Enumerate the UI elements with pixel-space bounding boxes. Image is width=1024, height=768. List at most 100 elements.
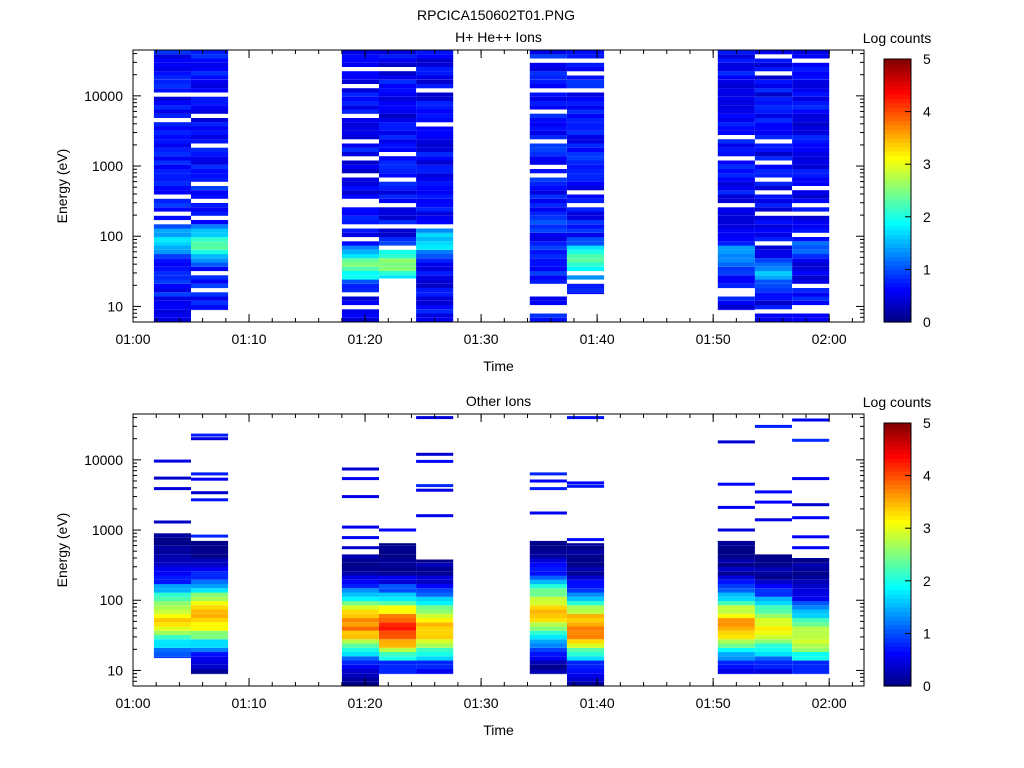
data-bin — [717, 126, 755, 131]
data-bin — [717, 266, 755, 272]
data-bin — [153, 152, 191, 157]
data-bin — [153, 164, 191, 169]
data-bin — [341, 626, 379, 631]
data-bin — [754, 130, 792, 135]
data-bin — [379, 241, 417, 246]
data-bin — [529, 300, 567, 306]
data-bin — [191, 601, 229, 606]
data-bin — [529, 50, 567, 55]
data-bin — [754, 194, 792, 199]
colorbar-cell — [884, 655, 911, 661]
data-bin — [379, 62, 417, 67]
data-bin — [792, 122, 830, 127]
data-bin — [153, 609, 191, 614]
data-bin — [341, 249, 379, 255]
data-bin — [341, 92, 379, 97]
data-bin — [191, 186, 229, 191]
data-bin — [567, 109, 605, 114]
colorbar-cell — [884, 572, 911, 578]
data-line — [191, 498, 229, 502]
data-bin — [792, 575, 830, 580]
data-bin — [416, 92, 454, 97]
colorbar-cell — [884, 63, 911, 69]
data-bin — [153, 75, 191, 80]
data-bin — [529, 279, 567, 284]
data-bin — [153, 71, 191, 76]
data-bin — [416, 130, 454, 135]
data-bin — [416, 592, 454, 597]
data-bin — [754, 67, 792, 72]
data-bin — [379, 622, 417, 627]
data-bin — [792, 105, 830, 110]
data-bin — [416, 300, 454, 306]
data-bin — [792, 266, 830, 272]
x-tick-label: 01:10 — [232, 695, 267, 711]
data-bin — [191, 562, 229, 568]
data-bin — [416, 67, 454, 72]
data-bin — [416, 169, 454, 174]
data-bin — [717, 101, 755, 106]
data-bin — [416, 588, 454, 593]
data-bin — [379, 58, 417, 63]
colorbar-frame — [883, 422, 912, 687]
data-bin — [379, 596, 417, 602]
spectrogram-column — [153, 50, 191, 323]
data-bin — [153, 622, 191, 627]
data-bin — [341, 673, 379, 678]
data-bin — [416, 109, 454, 114]
data-bin — [792, 215, 830, 221]
x-tick-label: 01:00 — [115, 695, 150, 711]
data-bin — [792, 96, 830, 101]
data-line — [341, 495, 379, 499]
data-bin — [153, 109, 191, 114]
colorbar-cell — [884, 545, 911, 551]
data-bin — [567, 635, 605, 640]
data-bin — [379, 169, 417, 174]
data-line — [416, 459, 454, 463]
data-bin — [717, 58, 755, 63]
data-bin — [341, 58, 379, 63]
data-bin — [341, 571, 379, 576]
data-bin — [567, 224, 605, 229]
data-bin — [379, 554, 417, 559]
data-bin — [754, 220, 792, 225]
data-bin — [529, 101, 567, 106]
data-bin — [567, 147, 605, 152]
colorbar-cell — [884, 620, 911, 626]
data-bin — [191, 588, 229, 593]
data-bin — [379, 135, 417, 140]
data-bin — [153, 584, 191, 589]
data-bin — [341, 554, 379, 559]
data-bin — [717, 669, 755, 674]
panel-title: Other Ions — [466, 393, 531, 409]
data-bin — [416, 613, 454, 619]
data-line — [341, 477, 379, 481]
data-bin — [341, 288, 379, 293]
data-bin — [379, 605, 417, 610]
data-bin — [529, 596, 567, 602]
data-bin — [341, 71, 379, 76]
data-bin — [754, 305, 792, 310]
data-bin — [153, 283, 191, 289]
data-bin — [792, 54, 830, 59]
colorbar-label: Log counts — [863, 30, 932, 46]
data-line — [567, 484, 605, 488]
data-bin — [792, 579, 830, 585]
data-bin — [529, 579, 567, 585]
data-bin — [416, 203, 454, 208]
data-bin — [792, 664, 830, 670]
data-bin — [191, 62, 229, 67]
data-bin — [717, 540, 755, 542]
data-bin — [529, 613, 567, 619]
colorbar-cell — [884, 313, 911, 319]
data-bin — [717, 220, 755, 225]
data-bin — [153, 643, 191, 648]
data-bin — [717, 245, 755, 250]
colorbar-cell — [884, 172, 911, 178]
data-bin — [416, 652, 454, 657]
data-bin — [191, 292, 229, 297]
data-bin — [153, 258, 191, 263]
data-bin — [717, 177, 755, 182]
data-bin — [529, 135, 567, 140]
data-bin — [529, 130, 567, 135]
